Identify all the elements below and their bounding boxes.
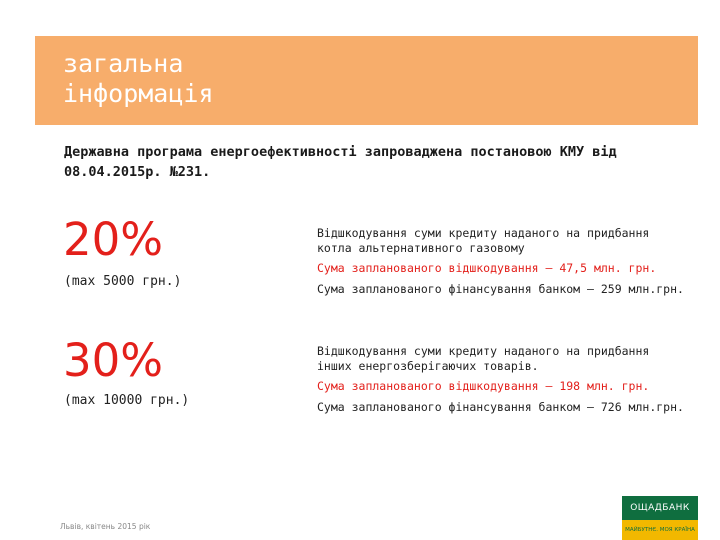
logo-name: ОЩАДБАНК [622, 496, 698, 520]
logo-tagline: МАЙБУТНЄ. МОЯ КРАЇНА [622, 520, 698, 540]
title-banner: загальна інформація [35, 36, 698, 125]
percent-20: 20% [63, 213, 164, 266]
bank-financing: Сума запланованого фінансування банком –… [317, 282, 684, 296]
program-description: Відшкодування суми кредиту наданого на п… [317, 226, 650, 255]
max-note-1: (max 5000 грн.) [64, 274, 182, 289]
program-block-1: Відшкодування суми кредиту наданого на п… [317, 226, 687, 297]
program-block-2: Відшкодування суми кредиту наданого на п… [317, 344, 687, 415]
page-title: загальна інформація [63, 49, 214, 108]
intro-text: Державна програма енергоефективності зап… [64, 144, 617, 180]
max-note-2: (max 10000 грн.) [64, 393, 190, 408]
percent-30: 30% [63, 334, 164, 387]
bank-financing: Сума запланованого фінансування банком –… [317, 400, 684, 414]
planned-compensation: Сума запланованого відшкодування – 47,5 … [317, 261, 657, 275]
planned-compensation: Сума запланованого відшкодування – 198 м… [317, 379, 650, 393]
footer-location-date: Львів, квітень 2015 рік [60, 522, 151, 531]
oschadbank-logo: ОЩАДБАНК МАЙБУТНЄ. МОЯ КРАЇНА [622, 496, 698, 540]
program-description: Відшкодування суми кредиту наданого на п… [317, 344, 650, 373]
